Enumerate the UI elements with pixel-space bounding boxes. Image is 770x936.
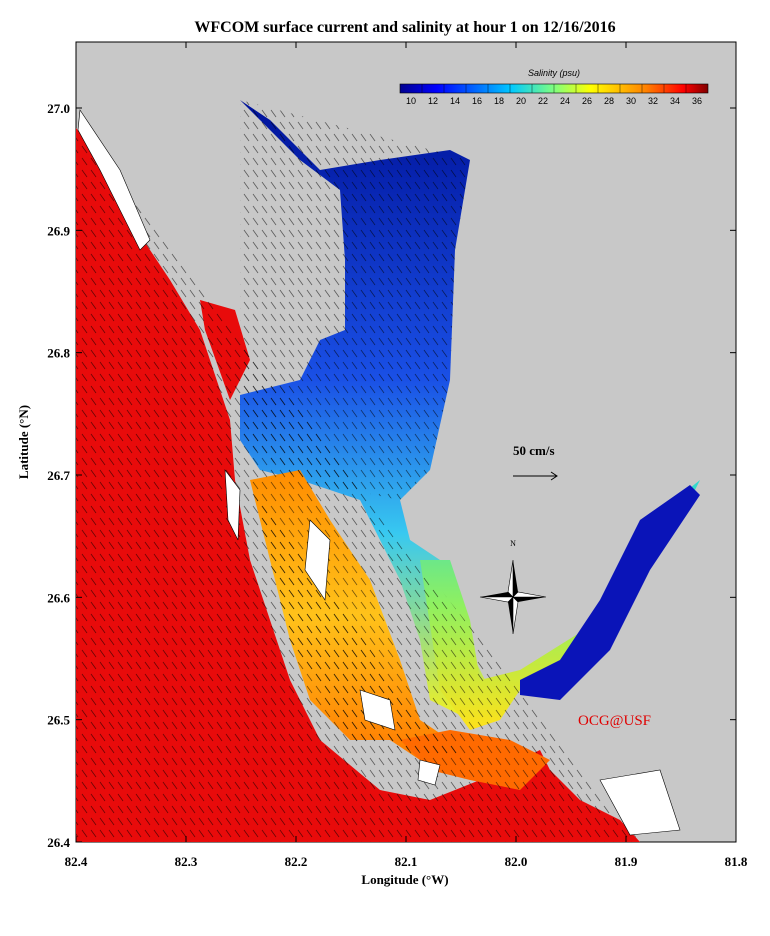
y-tick-label: 26.9 — [47, 223, 70, 238]
north-label: N — [510, 539, 516, 548]
colorbar-tick-label: 32 — [648, 96, 658, 106]
y-tick-label: 26.8 — [47, 346, 70, 361]
y-tick-label: 26.7 — [47, 468, 70, 483]
title: WFCOM surface current and salinity at ho… — [194, 19, 615, 36]
y-label: Latitude (°N) — [16, 405, 31, 479]
colorbar-tick-label: 28 — [604, 96, 614, 106]
y-tick-label: 26.4 — [47, 835, 70, 850]
scale-label: 50 cm/s — [513, 443, 555, 458]
colorbar-tick-label: 24 — [560, 96, 570, 106]
colorbar-tick-label: 14 — [450, 96, 460, 106]
x-tick-label: 82.0 — [505, 854, 528, 869]
colorbar-tick-label: 26 — [582, 96, 592, 106]
x-tick-label: 81.8 — [725, 854, 748, 869]
colorbar-tick-label: 30 — [626, 96, 636, 106]
scale-arrow-head — [550, 471, 558, 481]
colorbar-tick-label: 16 — [472, 96, 482, 106]
water — [76, 100, 700, 842]
y-tick-label: 27.0 — [47, 101, 70, 116]
colorbar-tick-label: 10 — [406, 96, 416, 106]
x-tick-label: 82.1 — [395, 854, 418, 869]
y-tick-label: 26.5 — [47, 713, 70, 728]
colorbar-tick-label: 20 — [516, 96, 526, 106]
y-tick-label: 26.6 — [47, 590, 70, 605]
colorbar-tick-label: 12 — [428, 96, 438, 106]
credit: OCG@USF — [578, 713, 651, 729]
x-label: Longitude (°W) — [361, 872, 448, 887]
colorbar-tick-label: 22 — [538, 96, 548, 106]
x-tick-label: 82.2 — [285, 854, 308, 869]
islands — [77, 109, 681, 836]
colorbar-tick-label: 18 — [494, 96, 504, 106]
colorbar-tick-label: 36 — [692, 96, 702, 106]
x-tick-label: 82.4 — [65, 854, 88, 869]
x-tick-label: 82.3 — [175, 854, 198, 869]
compass — [479, 559, 547, 635]
colorbar-title: Salinity (psu) — [528, 68, 580, 78]
colorbar-tick-label: 34 — [670, 96, 680, 106]
x-tick-label: 81.9 — [615, 854, 638, 869]
